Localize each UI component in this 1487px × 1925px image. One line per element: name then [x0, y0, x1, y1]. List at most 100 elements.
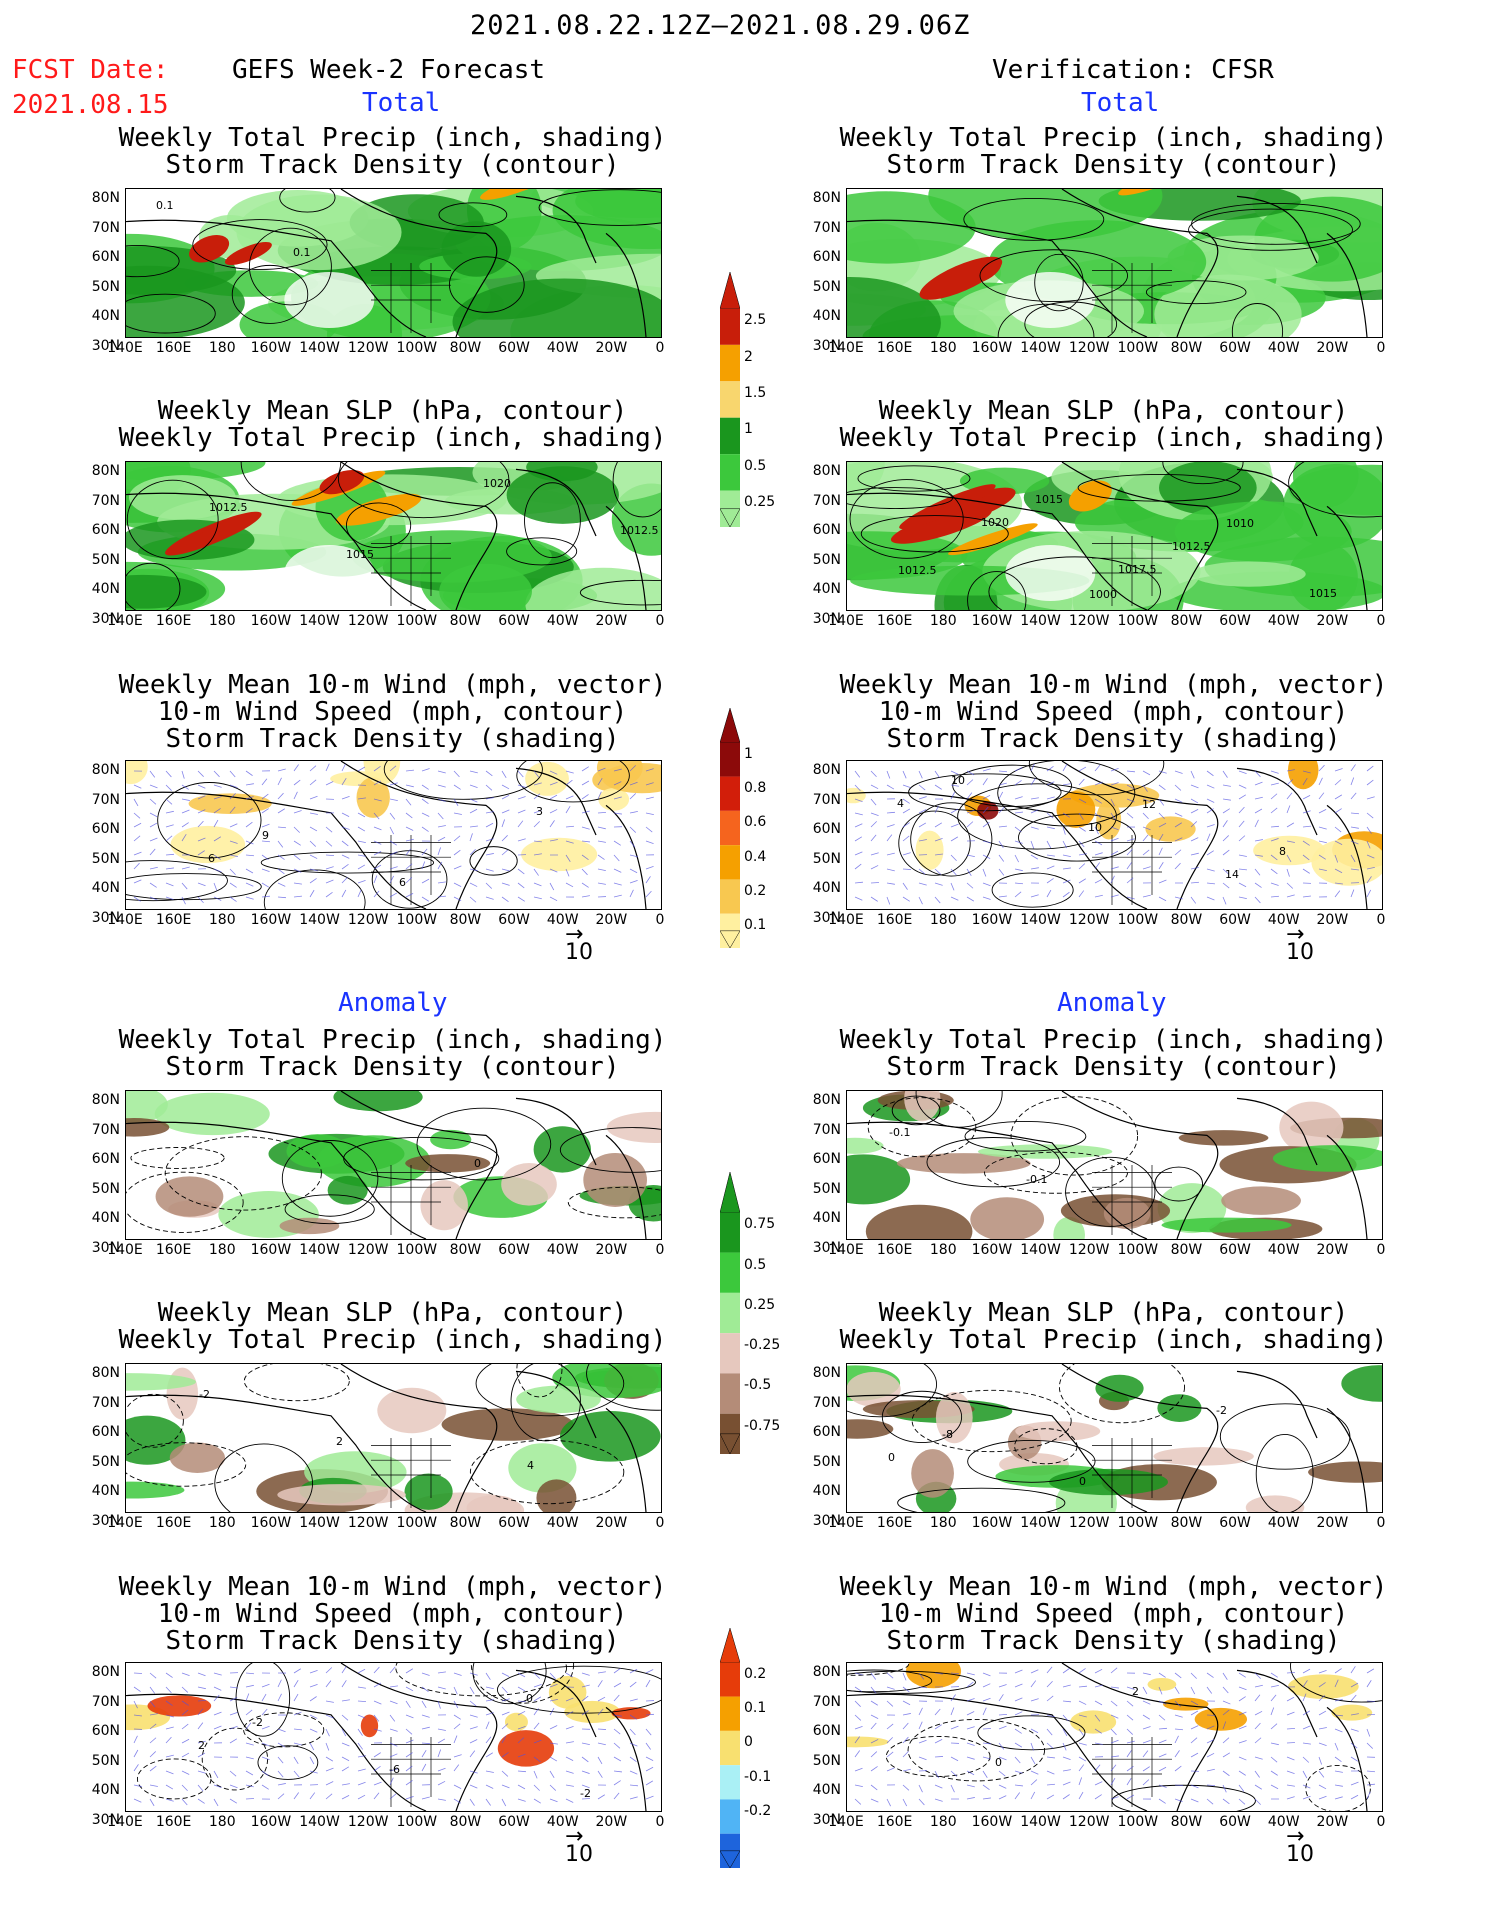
wind-vector: [1254, 1784, 1262, 1790]
wind-vector: [389, 1777, 394, 1786]
longitude-tick-label: 20W: [595, 340, 628, 356]
wind-vector: [1078, 1728, 1084, 1736]
wind-vector: [133, 1686, 141, 1692]
coastline: [847, 1364, 1368, 1512]
wind-vector: [229, 1725, 238, 1730]
wind-vector: [213, 808, 221, 814]
wind-vector: [1078, 766, 1087, 772]
wind-vector: [373, 1766, 381, 1772]
wind-vector: [597, 868, 606, 872]
wind-vector: [213, 770, 220, 778]
coastline: [126, 1091, 647, 1239]
wind-vector: [341, 826, 350, 830]
latitude-tick-label: 60N: [91, 1151, 120, 1167]
wind-vector: [373, 875, 378, 884]
wind-vector: [181, 1686, 189, 1693]
wind-vector: [886, 868, 895, 872]
wind-vector: [1110, 1764, 1117, 1772]
contour-line: [201, 1727, 269, 1791]
wind-vector: [213, 784, 222, 788]
wind-vector: [501, 868, 510, 872]
wind-vector: [229, 784, 238, 788]
wind-vector: [245, 882, 254, 887]
wind-vector: [1222, 1721, 1227, 1730]
wind-vector: [1078, 1714, 1087, 1718]
longitude-tick-label: 60W: [1219, 340, 1251, 356]
wind-vector: [1094, 862, 1100, 870]
precip_total-tick-label: 1.5: [744, 384, 767, 401]
precip_total-tick-label: 0.25: [744, 494, 776, 511]
wind-vector: [565, 825, 575, 828]
wind-vector: [533, 793, 541, 800]
wind-vector: [1222, 849, 1230, 856]
section-anomaly-right: Anomaly: [1057, 988, 1167, 1018]
longitude-tick-label: 180: [929, 613, 957, 629]
wind-vector: [421, 798, 429, 805]
wind-vector: [517, 1725, 526, 1730]
wind-vector: [341, 1766, 350, 1772]
track-density-shade: [126, 761, 148, 785]
wind-vector: [1366, 866, 1375, 870]
wind-vector: [1366, 812, 1374, 819]
wind-vector: [133, 1714, 142, 1717]
wind-vector: [549, 839, 558, 842]
contour-line: [231, 264, 309, 324]
heavy-precip-shade: [899, 484, 996, 530]
wind-vector: [918, 822, 927, 828]
precip-shade-blob: [439, 563, 532, 610]
wind-vector: [1270, 1672, 1278, 1678]
wind-vector: [1094, 1781, 1103, 1786]
contour-line: [240, 462, 342, 501]
wind-vector: [1126, 798, 1135, 803]
wind-vector: [1254, 1798, 1261, 1805]
wind-vector: [1030, 1669, 1039, 1674]
wind-vector: [149, 1784, 158, 1787]
wind-vector: [1030, 1698, 1039, 1702]
wind-vector: [437, 1700, 441, 1709]
wind-vector: [181, 834, 187, 842]
wind-vector: [1014, 1784, 1023, 1787]
wind-vector: [902, 1672, 907, 1681]
wind-vector: [613, 840, 621, 846]
colorbar-segment: [720, 1730, 740, 1766]
precip-anomaly-shade: [533, 1126, 591, 1173]
wind-vector: [645, 782, 654, 786]
precip-anomaly-shade: [911, 1449, 954, 1498]
contour-line: [847, 487, 954, 510]
colorbar-segment: [720, 344, 740, 382]
colorbar-segment: [720, 742, 740, 777]
wind-vector: [1238, 868, 1247, 871]
longitude-tick-label: 180: [208, 340, 236, 356]
wind-vector: [1270, 868, 1278, 875]
wind-vector: [389, 1666, 396, 1674]
wind-vector: [421, 1749, 427, 1758]
va_slp-map-panel: -8 0 -2 0: [846, 1363, 1383, 1513]
wind-vector: [1238, 1686, 1247, 1691]
longitude-tick-label: 100W: [396, 1515, 438, 1531]
wind-vector: [517, 809, 526, 814]
wind-vector: [1238, 1784, 1245, 1792]
wind-vector: [1126, 877, 1134, 884]
wind-vector: [1286, 1727, 1296, 1730]
wind-vector: [1334, 1698, 1343, 1702]
wind-vector: [1174, 1686, 1180, 1694]
wind-vector: [902, 808, 911, 814]
wind-vector: [181, 882, 188, 890]
wind-vector: [1318, 1682, 1326, 1688]
wind-vector: [1014, 1756, 1021, 1764]
wind-vector: [453, 882, 462, 887]
wind-vector: [854, 812, 863, 816]
wind-vector: [597, 767, 606, 772]
wind-vector: [309, 1756, 315, 1765]
contour-line: [126, 244, 180, 278]
wind-vector: [1062, 1794, 1070, 1800]
wind-vector: [405, 784, 414, 788]
wind-vector: [277, 1756, 284, 1764]
wind-vector: [1142, 1766, 1150, 1772]
wind-vector: [1174, 837, 1183, 842]
wind-vector: [918, 784, 926, 791]
wind-vector: [1366, 826, 1372, 834]
contour-line: [847, 1364, 938, 1418]
longitude-tick-label: 160W: [971, 1242, 1013, 1258]
longitude-tick-label: 20W: [595, 1814, 628, 1830]
